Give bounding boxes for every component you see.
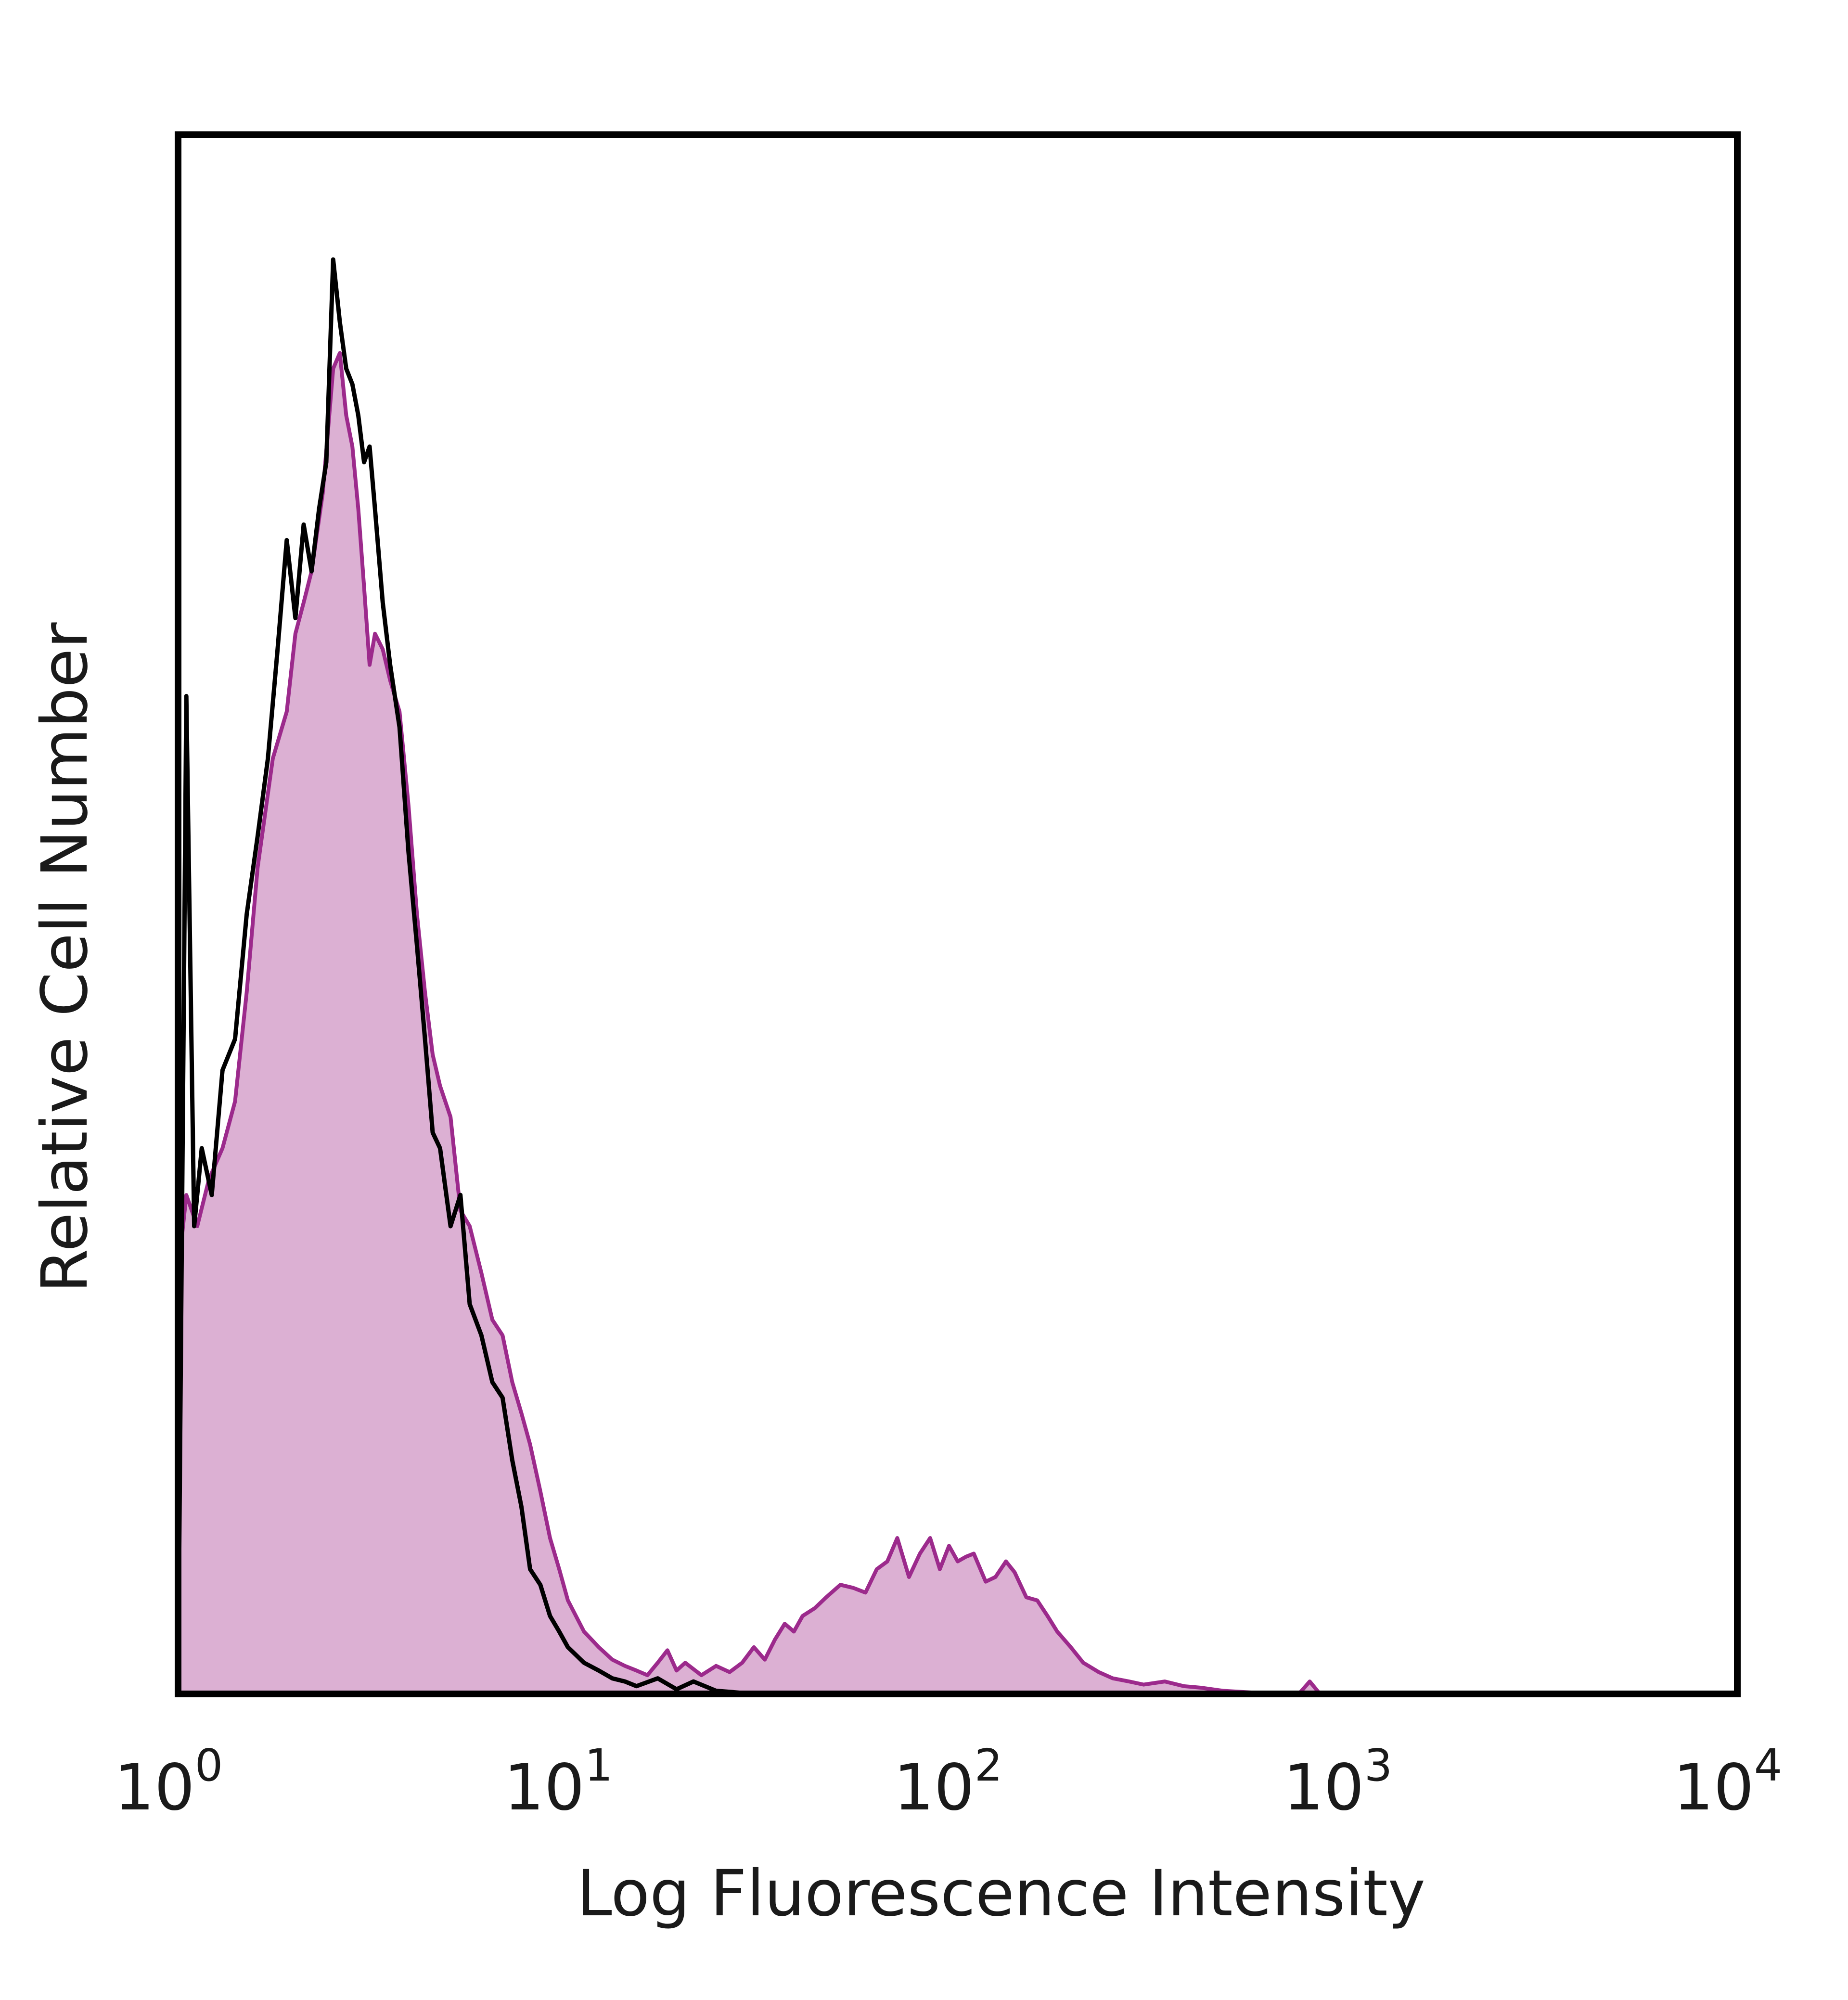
x-tick-label: 100	[114, 1740, 223, 1825]
series-outline-histogram	[176, 257, 1737, 1696]
x-tick-label: 104	[1673, 1740, 1783, 1825]
x-tick-label: 101	[504, 1740, 613, 1825]
x-axis-title: Log Fluorescence Intensity	[577, 1857, 1425, 1931]
x-tick-label: 103	[1283, 1740, 1393, 1825]
series-filled-histogram	[176, 351, 1739, 1696]
y-axis-title: Relative Cell Number	[28, 622, 102, 1293]
plot-frame	[175, 131, 1741, 1697]
x-tick-labels: 100 101 102 103 104	[114, 1740, 1783, 1825]
plot-series	[176, 257, 1739, 1696]
x-tick-label: 102	[894, 1740, 1003, 1825]
